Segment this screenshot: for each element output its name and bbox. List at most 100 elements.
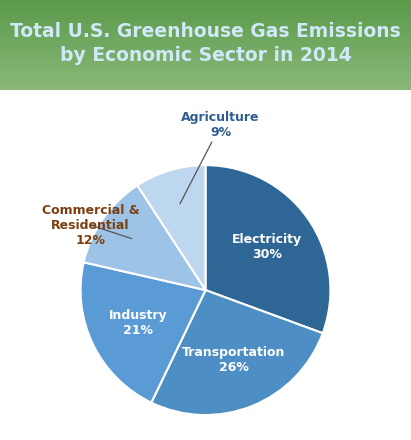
Wedge shape bbox=[137, 165, 206, 290]
Bar bbox=[0, 61, 411, 62]
Bar bbox=[0, 64, 411, 65]
Bar bbox=[0, 28, 411, 29]
Bar bbox=[0, 89, 411, 90]
Bar bbox=[0, 24, 411, 25]
Bar bbox=[0, 50, 411, 51]
Bar bbox=[0, 82, 411, 83]
Bar bbox=[0, 51, 411, 52]
Bar bbox=[0, 36, 411, 37]
Bar bbox=[0, 78, 411, 79]
Bar bbox=[0, 14, 411, 15]
Bar bbox=[0, 65, 411, 66]
Bar bbox=[0, 35, 411, 36]
Text: Industry
21%: Industry 21% bbox=[109, 308, 167, 337]
Bar bbox=[0, 23, 411, 24]
Wedge shape bbox=[151, 290, 323, 415]
Bar bbox=[0, 29, 411, 30]
Bar bbox=[0, 56, 411, 57]
Bar bbox=[0, 73, 411, 74]
Bar bbox=[0, 22, 411, 23]
Bar bbox=[0, 15, 411, 16]
Bar bbox=[0, 33, 411, 34]
Bar bbox=[0, 18, 411, 19]
Bar bbox=[0, 41, 411, 42]
Bar bbox=[0, 76, 411, 77]
Bar bbox=[0, 10, 411, 11]
Wedge shape bbox=[206, 165, 330, 333]
Bar bbox=[0, 48, 411, 49]
Text: Transportation
26%: Transportation 26% bbox=[182, 345, 285, 374]
Bar bbox=[0, 55, 411, 56]
Bar bbox=[0, 32, 411, 33]
Bar bbox=[0, 34, 411, 35]
Bar bbox=[0, 70, 411, 71]
Bar bbox=[0, 40, 411, 41]
Bar bbox=[0, 12, 411, 13]
Bar bbox=[0, 20, 411, 21]
Bar bbox=[0, 44, 411, 45]
Bar bbox=[0, 86, 411, 87]
Bar bbox=[0, 8, 411, 9]
Bar bbox=[0, 88, 411, 89]
Bar bbox=[0, 53, 411, 54]
Bar bbox=[0, 19, 411, 20]
Bar bbox=[0, 80, 411, 81]
Bar bbox=[0, 2, 411, 3]
Bar bbox=[0, 58, 411, 59]
Bar bbox=[0, 16, 411, 17]
Bar bbox=[0, 49, 411, 50]
Bar bbox=[0, 9, 411, 10]
Bar bbox=[0, 46, 411, 47]
Bar bbox=[0, 71, 411, 72]
Text: Total U.S. Greenhouse Gas Emissions
by Economic Sector in 2014: Total U.S. Greenhouse Gas Emissions by E… bbox=[10, 22, 401, 65]
Wedge shape bbox=[81, 262, 206, 403]
Bar bbox=[0, 77, 411, 78]
Bar bbox=[0, 30, 411, 31]
Bar bbox=[0, 5, 411, 6]
Bar bbox=[0, 67, 411, 68]
Bar bbox=[0, 63, 411, 64]
Bar bbox=[0, 25, 411, 26]
Bar bbox=[0, 87, 411, 88]
Bar bbox=[0, 66, 411, 67]
Bar bbox=[0, 26, 411, 27]
Bar bbox=[0, 57, 411, 58]
Bar bbox=[0, 21, 411, 22]
Bar bbox=[0, 11, 411, 12]
Bar bbox=[0, 45, 411, 46]
Bar bbox=[0, 0, 411, 1]
Bar bbox=[0, 69, 411, 70]
Bar bbox=[0, 83, 411, 84]
Bar bbox=[0, 84, 411, 85]
Bar bbox=[0, 59, 411, 60]
Bar bbox=[0, 27, 411, 28]
Bar bbox=[0, 81, 411, 82]
Bar bbox=[0, 31, 411, 32]
Wedge shape bbox=[84, 185, 206, 290]
Bar bbox=[0, 47, 411, 48]
Bar bbox=[0, 39, 411, 40]
Bar bbox=[0, 1, 411, 2]
Bar bbox=[0, 74, 411, 75]
Bar bbox=[0, 37, 411, 38]
Text: Electricity
30%: Electricity 30% bbox=[232, 233, 302, 261]
Bar bbox=[0, 79, 411, 80]
Bar bbox=[0, 54, 411, 55]
Bar bbox=[0, 62, 411, 63]
Bar bbox=[0, 17, 411, 18]
Bar bbox=[0, 38, 411, 39]
Bar bbox=[0, 7, 411, 8]
Bar bbox=[0, 52, 411, 53]
Text: Commercial &
Residential
12%: Commercial & Residential 12% bbox=[42, 204, 139, 247]
Bar bbox=[0, 6, 411, 7]
Text: Agriculture
9%: Agriculture 9% bbox=[180, 111, 260, 204]
Bar bbox=[0, 42, 411, 43]
Bar bbox=[0, 75, 411, 76]
Bar bbox=[0, 72, 411, 73]
Bar bbox=[0, 85, 411, 86]
Bar bbox=[0, 68, 411, 69]
Bar bbox=[0, 13, 411, 14]
Bar bbox=[0, 43, 411, 44]
Bar bbox=[0, 4, 411, 5]
Bar bbox=[0, 60, 411, 61]
